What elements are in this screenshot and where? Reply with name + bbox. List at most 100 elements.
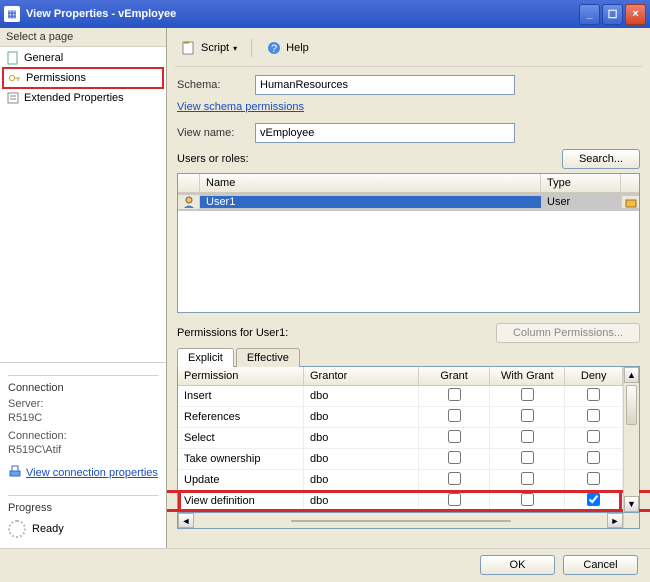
- perm-grantor: dbo: [304, 491, 419, 512]
- perm-grantor: dbo: [304, 386, 419, 407]
- tab-explicit[interactable]: Explicit: [177, 348, 234, 367]
- withgrant-checkbox[interactable]: [521, 409, 534, 422]
- scroll-down-icon[interactable]: ▼: [624, 496, 639, 512]
- sidebar-item-permissions[interactable]: Permissions: [2, 67, 164, 89]
- scroll-left-icon[interactable]: ◄: [178, 513, 194, 528]
- progress-header: Progress: [8, 495, 158, 514]
- sidebar-item-label: Permissions: [26, 72, 86, 84]
- progress-spinner-icon: [8, 520, 26, 538]
- col-withgrant[interactable]: With Grant: [490, 367, 565, 386]
- view-schema-permissions-link[interactable]: View schema permissions: [177, 101, 640, 113]
- perm-name: References: [178, 407, 304, 428]
- user-row[interactable]: User1 User: [178, 193, 639, 211]
- view-connection-link[interactable]: View connection properties: [26, 467, 158, 479]
- help-label: Help: [286, 42, 309, 54]
- minimize-button[interactable]: _: [579, 4, 600, 25]
- hscroll-thumb[interactable]: [291, 520, 511, 522]
- maximize-button[interactable]: ☐: [602, 4, 623, 25]
- user-type: User: [541, 196, 621, 208]
- scroll-right-icon[interactable]: ►: [607, 513, 623, 528]
- script-button[interactable]: Script ▾: [175, 38, 243, 58]
- col-permission[interactable]: Permission: [178, 367, 304, 386]
- perm-grantor: dbo: [304, 407, 419, 428]
- horizontal-scrollbar[interactable]: ◄ ►: [177, 513, 640, 529]
- server-label: Server:: [8, 398, 158, 410]
- grant-checkbox[interactable]: [448, 430, 461, 443]
- perm-grantor: dbo: [304, 470, 419, 491]
- col-name[interactable]: Name: [200, 174, 541, 192]
- connection-label: Connection:: [8, 430, 158, 442]
- grant-checkbox[interactable]: [448, 472, 461, 485]
- title-bar: ▦ View Properties - vEmployee _ ☐ ×: [0, 0, 650, 28]
- permissions-for-label: Permissions for User1:: [177, 327, 496, 339]
- sidebar-header: Select a page: [0, 28, 166, 47]
- connection-value: R519C\Atif: [8, 444, 158, 456]
- col-grant[interactable]: Grant: [419, 367, 490, 386]
- close-button[interactable]: ×: [625, 4, 646, 25]
- column-permissions-button: Column Permissions...: [496, 323, 640, 343]
- permission-row[interactable]: Updatedbo: [178, 470, 623, 491]
- scroll-corner: [623, 513, 639, 528]
- deny-checkbox[interactable]: [587, 388, 600, 401]
- perm-name: Select: [178, 428, 304, 449]
- grant-checkbox[interactable]: [448, 451, 461, 464]
- col-spacer: [621, 174, 639, 192]
- permission-row[interactable]: Insertdbo: [178, 386, 623, 407]
- script-icon: [181, 40, 197, 56]
- key-icon: [8, 71, 22, 85]
- scroll-up-icon[interactable]: ▲: [624, 367, 639, 383]
- vertical-scrollbar[interactable]: ▲ ▼: [623, 367, 639, 512]
- properties-icon: [6, 91, 20, 105]
- scroll-thumb[interactable]: [626, 385, 637, 425]
- deny-checkbox[interactable]: [587, 472, 600, 485]
- permission-row[interactable]: Referencesdbo: [178, 407, 623, 428]
- server-value: R519C: [8, 412, 158, 424]
- withgrant-checkbox[interactable]: [521, 493, 534, 506]
- permission-row[interactable]: Selectdbo: [178, 428, 623, 449]
- withgrant-checkbox[interactable]: [521, 430, 534, 443]
- deny-checkbox[interactable]: [587, 430, 600, 443]
- sidebar: Select a page General Permissions Extend…: [0, 28, 167, 548]
- deny-checkbox[interactable]: [587, 493, 600, 506]
- page-icon: [6, 51, 20, 65]
- deny-checkbox[interactable]: [587, 409, 600, 422]
- row-action-icon[interactable]: [621, 196, 639, 208]
- col-type[interactable]: Type: [541, 174, 621, 192]
- ok-button[interactable]: OK: [480, 555, 555, 575]
- svg-text:?: ?: [271, 43, 277, 55]
- schema-label: Schema:: [177, 79, 255, 91]
- withgrant-checkbox[interactable]: [521, 451, 534, 464]
- script-label: Script: [201, 42, 229, 54]
- cancel-button[interactable]: Cancel: [563, 555, 638, 575]
- sidebar-item-general[interactable]: General: [2, 49, 164, 67]
- withgrant-checkbox[interactable]: [521, 388, 534, 401]
- sidebar-item-extended[interactable]: Extended Properties: [2, 89, 164, 107]
- perm-grantor: dbo: [304, 428, 419, 449]
- col-icon: [178, 174, 200, 192]
- sidebar-item-label: Extended Properties: [24, 92, 124, 104]
- permission-row[interactable]: View definitiondbo: [178, 491, 623, 512]
- col-grantor[interactable]: Grantor: [304, 367, 419, 386]
- withgrant-checkbox[interactable]: [521, 472, 534, 485]
- grant-checkbox[interactable]: [448, 388, 461, 401]
- help-button[interactable]: ? Help: [260, 38, 315, 58]
- perm-grantor: dbo: [304, 449, 419, 470]
- permission-row[interactable]: Take ownershipdbo: [178, 449, 623, 470]
- sidebar-item-label: General: [24, 52, 63, 64]
- user-name: User1: [200, 196, 541, 208]
- user-icon: [182, 195, 196, 209]
- toolbar: Script ▾ ? Help: [175, 34, 642, 67]
- grant-checkbox[interactable]: [448, 493, 461, 506]
- users-grid[interactable]: Name Type User1 User: [177, 173, 640, 313]
- col-deny[interactable]: Deny: [565, 367, 623, 386]
- main-panel: Script ▾ ? Help Schema: View schema perm…: [167, 28, 650, 548]
- perm-name: Insert: [178, 386, 304, 407]
- app-icon: ▦: [4, 6, 20, 22]
- connection-icon: [8, 464, 22, 481]
- deny-checkbox[interactable]: [587, 451, 600, 464]
- tab-effective[interactable]: Effective: [236, 348, 300, 367]
- permission-tabs: Explicit Effective: [177, 348, 640, 367]
- grant-checkbox[interactable]: [448, 409, 461, 422]
- search-button[interactable]: Search...: [562, 149, 640, 169]
- dropdown-icon: ▾: [233, 44, 237, 53]
